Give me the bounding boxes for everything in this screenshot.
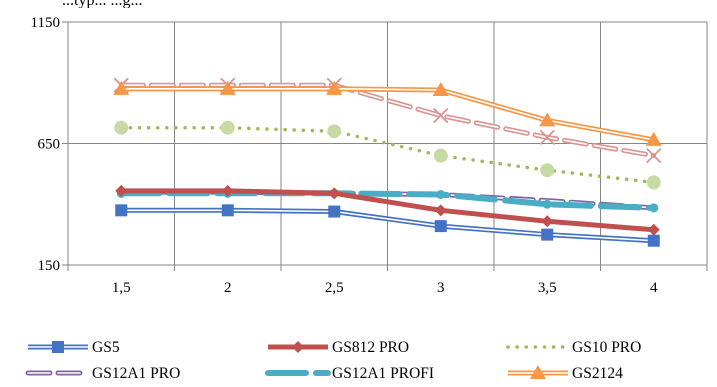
y-tick-label: 1150 (31, 15, 60, 31)
x-tick-label: 3 (437, 280, 445, 296)
data-point-gs812-pro (328, 187, 341, 200)
legend-label: GS5 (92, 339, 120, 356)
data-point-gs10-pro (646, 175, 661, 190)
data-point-gs812-pro (647, 223, 660, 236)
x-tick-label: 2,5 (325, 280, 344, 296)
x-tick-label: 3,5 (538, 280, 557, 296)
data-point-gs5 (434, 220, 447, 233)
legend-item-gs2124: GS2124 (508, 365, 623, 382)
x-tick-label: 2 (224, 280, 232, 296)
legend-label: GS10 PRO (572, 339, 641, 356)
data-point-gs10-pro (220, 120, 235, 135)
series-line-inner (120, 84, 655, 157)
legend-swatch-marker (292, 341, 304, 353)
series-gs10-pro (119, 125, 656, 185)
series-line (119, 125, 656, 185)
data-point-gs2124 (645, 131, 662, 146)
data-point-gs5 (328, 205, 341, 218)
data-point-gs5 (541, 228, 554, 241)
data-point-gs812-pro (434, 204, 447, 217)
legend-item-gs5: GS5 (28, 339, 120, 356)
data-point-gs10-pro (114, 120, 129, 135)
data-point-gs2124 (113, 80, 130, 95)
data-point-gs2124 (219, 80, 236, 95)
legend-label: GS12A1 PROFI (332, 365, 434, 382)
y-tick-label: 650 (38, 137, 61, 153)
data-point-gs812-pro (221, 184, 234, 197)
data-point-gs5 (221, 204, 234, 217)
legend-label: GS2124 (572, 365, 623, 382)
series (113, 77, 662, 247)
data-point-gs12a1-profi (649, 203, 659, 213)
data-point-gs10-pro (433, 148, 448, 163)
data-point-gs10-pro (327, 124, 342, 139)
data-point-gs5 (115, 204, 128, 217)
series-gs2124 (121, 86, 655, 143)
legend-item-gs10-pro: GS10 PRO (506, 339, 641, 356)
series-line (121, 188, 654, 233)
data-point-gs812-pro (115, 184, 128, 197)
data-point-series-6 (433, 107, 449, 124)
y-tick-label: 150 (38, 258, 61, 274)
legend: GS5 GS812 PRO GS10 PRO GS12A1 PRO GS12A1 PRO… (25, 339, 641, 382)
data-point-gs10-pro (540, 163, 555, 178)
chart-title-fragment: ...typ... ...g... (62, 0, 142, 8)
legend-swatch-marker (530, 365, 546, 379)
axes: 150 650 1150 1,5 2 2,5 3 3,5 4 (31, 15, 708, 296)
legend-item-gs12a1-pro: GS12A1 PRO (25, 365, 180, 382)
data-point-series-6 (539, 129, 555, 146)
series-series-6 (118, 82, 657, 159)
data-point-gs812-pro (541, 215, 554, 228)
data-point-gs5 (647, 234, 660, 247)
legend-item-gs812-pro: GS812 PRO (268, 339, 409, 356)
legend-swatch-marker (52, 341, 64, 353)
legend-label: GS812 PRO (332, 339, 409, 356)
series-gs5 (121, 207, 654, 244)
x-tick-label: 4 (650, 280, 658, 296)
data-point-gs2124 (326, 80, 343, 95)
data-point-gs2124 (432, 82, 449, 97)
data-point-series-6 (646, 148, 662, 164)
series-line-inner (121, 88, 654, 141)
legend-item-gs12a1-profi: GS12A1 PROFI (265, 365, 434, 382)
series-line-inner (121, 209, 654, 242)
legend-label: GS12A1 PRO (92, 365, 180, 382)
data-point-gs12a1-profi (542, 199, 552, 209)
data-point-gs12a1-profi (436, 190, 446, 200)
series-gs812-pro (121, 188, 654, 233)
x-tick-label: 1,5 (112, 280, 131, 296)
data-point-gs2124 (539, 112, 556, 127)
